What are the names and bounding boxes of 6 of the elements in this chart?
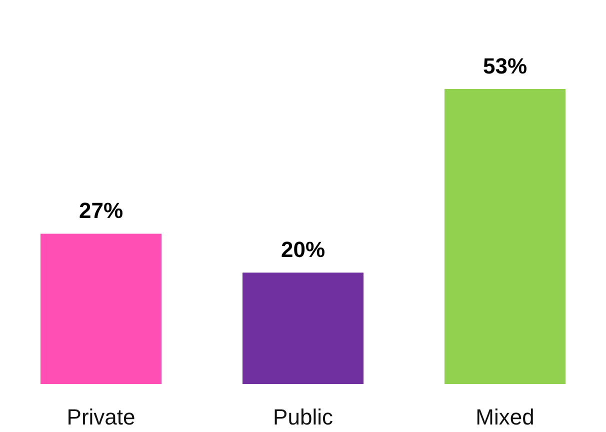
data-label: 20%: [280, 237, 326, 262]
x-tick-label: Public: [273, 404, 333, 430]
data-label: 27%: [78, 198, 124, 224]
x-tick-label: Private: [66, 404, 136, 430]
x-tick-label: Mixed: [476, 404, 534, 430]
data-label: 53%: [482, 53, 528, 78]
